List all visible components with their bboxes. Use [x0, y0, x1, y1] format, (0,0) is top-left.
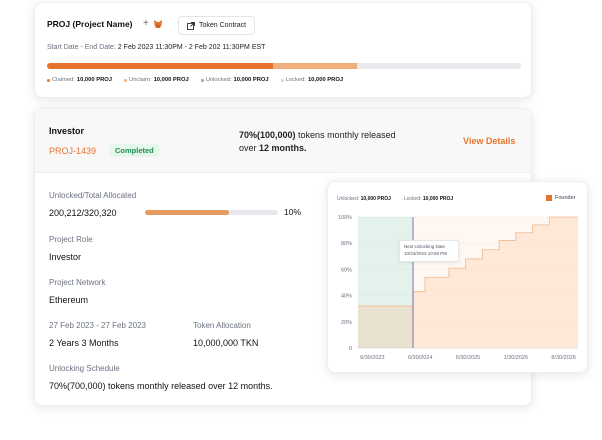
legend-value: 10,000 PROJ — [307, 77, 344, 83]
release-duration: 12 months. — [259, 143, 307, 153]
period-label: 27 Feb 2023 - 27 Feb 2023 — [49, 321, 146, 330]
project-progress-bar — [47, 63, 521, 69]
dates-label: Start Date - End Date: — [47, 44, 116, 51]
legend-value: 10,000 PROJ — [233, 77, 269, 83]
founder-elapsed-area — [358, 291, 413, 348]
project-network-value: Ethereum — [49, 295, 89, 305]
progress-segment-claimed — [47, 63, 273, 69]
founder-swatch — [546, 195, 552, 201]
legend-item: Unlocked: 10,000 PROJ — [200, 77, 269, 83]
metamask-fox-icon[interactable] — [153, 19, 163, 29]
vesting-chart: 0 20% 40% 60% 80% 100% 6/30/2023 6/30/2024 6/30/… — [338, 215, 578, 361]
y-tick-label: 0 — [349, 346, 352, 352]
plus-sign: + — [143, 18, 149, 29]
investor-card: Investor PROJ-1439 Completed 70%(100,000… — [34, 108, 532, 406]
progress-segment-locked — [356, 63, 521, 69]
legend-value: 10,000 PROJ — [153, 77, 189, 83]
chart-locked-label: Locked: — [404, 196, 422, 202]
project-network-label: Project Network — [49, 278, 106, 287]
x-tick-label: 1/30/2026 — [504, 355, 528, 361]
status-badge: Completed — [110, 144, 159, 157]
unlocking-schedule-value: 70%(700,000) tokens monthly released ove… — [49, 381, 273, 391]
vesting-chart-card: 0 20% 40% 60% 80% 100% 6/30/2023 6/30/2024 6/30/… — [327, 181, 588, 373]
release-amount: 70%(100,000) — [239, 130, 296, 140]
dates-value: 2 Feb 2023 11:30PM - 2 Feb 202 11:30PM E… — [117, 44, 266, 51]
legend-value: 10,000 PROJ — [76, 77, 113, 83]
legend-item: Unclaim: 10,000 PROJ — [124, 77, 189, 83]
progress-segment-unclaimed — [272, 63, 357, 69]
token-contract-button[interactable]: Token Contract — [178, 16, 256, 35]
project-role-value: Investor — [49, 252, 82, 262]
tooltip-date: 10/23/2023 10:59 PM — [404, 250, 448, 256]
next-unlock-tooltip: Next Unlocking Date 10/23/2023 10:59 PM — [399, 240, 459, 262]
x-tick-label: 6/30/2024 — [408, 355, 432, 361]
chart-unlocked: Unlocked: 10,000 PROJ — [337, 196, 391, 202]
chart-unlocked-value: 10,000 PROJ — [360, 196, 391, 202]
investor-id-link[interactable]: PROJ-1439 — [49, 146, 97, 156]
founder-series-line — [358, 216, 578, 307]
legend-dot — [280, 78, 284, 82]
y-tick-label: 100% — [338, 215, 352, 221]
investor-header: Investor PROJ-1439 Completed 70%(100,000… — [35, 109, 531, 173]
project-title: PROJ (Project Name) — [47, 19, 133, 29]
unlocked-progress-fill — [145, 210, 229, 215]
external-link-icon — [187, 21, 195, 30]
project-card: PROJ (Project Name) + Token Contract Sta… — [34, 2, 532, 98]
legend-item: Claimed: 10,000 PROJ — [47, 77, 112, 83]
legend-item: Locked: 10,000 PROJ — [280, 77, 344, 83]
view-details-link[interactable]: View Details — [463, 136, 516, 146]
legend-label: Unlocked: — [205, 77, 232, 83]
release-text: tokens monthly released over — [239, 130, 396, 153]
y-tick-label: 20% — [341, 320, 352, 326]
chart-locked-value: 10,000 PROJ — [422, 196, 454, 202]
period-value: 2 Years 3 Months — [49, 338, 119, 348]
unlocked-total-label: Unlocked/Total Allocated — [49, 191, 137, 200]
legend-label: Claimed: — [52, 77, 75, 83]
legend-dot — [124, 78, 128, 82]
chart-legend: Founder — [546, 195, 576, 201]
unlocked-percent: 10% — [284, 207, 302, 217]
project-role-label: Project Role — [49, 235, 93, 244]
chart-locked: · Locked: 10,000 PROJ — [400, 196, 454, 202]
chart-header: Unlocked: 10,000 PROJ · Locked: 10,000 P… — [337, 196, 453, 202]
project-progress-legend: Claimed: 10,000 PROJ Unclaim: 10,000 PROJ… — [47, 77, 343, 83]
release-summary: 70%(100,000) tokens monthly released ove… — [239, 129, 409, 155]
chart-unlocked-label: Unlocked: — [337, 196, 360, 202]
investor-label: Investor — [49, 126, 85, 136]
x-tick-label: 6/30/2025 — [456, 355, 480, 361]
token-allocation-value: 10,000,000 TKN — [193, 338, 259, 348]
legend-label: Locked: — [285, 77, 306, 83]
unlocked-progress-bar — [145, 210, 278, 215]
tooltip-title: Next Unlocking Date — [404, 244, 446, 249]
x-tick-label: 6/30/2023 — [360, 355, 384, 361]
x-tick-label: 8/30/2026 — [551, 355, 575, 361]
chart-legend-label: Founder — [555, 195, 576, 201]
token-allocation-label: Token Allocation — [193, 321, 251, 330]
project-dates: Start Date - End Date: 2 Feb 2023 11:30P… — [47, 44, 265, 51]
y-tick-label: 80% — [341, 241, 352, 247]
token-contract-label: Token Contract — [199, 22, 247, 29]
legend-label: Unclaim: — [129, 77, 152, 83]
y-tick-label: 60% — [341, 267, 352, 273]
unlocked-total-value: 200,212/320,320 — [49, 208, 117, 218]
legend-dot — [200, 78, 204, 82]
legend-dot — [47, 78, 50, 82]
unlocking-schedule-label: Unlocking Schedule — [49, 364, 120, 373]
y-tick-label: 40% — [341, 294, 352, 300]
